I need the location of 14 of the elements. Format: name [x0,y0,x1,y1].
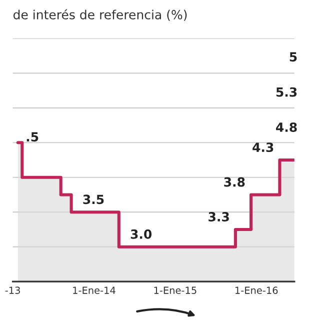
data-label: 3.0 [130,229,152,239]
x-tick-label: -13 [5,286,20,294]
chart-title: de interés de referencia (%) [13,9,187,21]
data-label: 3.8 [224,177,245,187]
x-tick-label: 1-Ene-15 [154,286,196,294]
x-tick-label: 1-Ene-14 [73,286,116,294]
annotation: 5 [290,52,297,62]
data-label: 3.5 [83,194,104,204]
annotation: .5 [26,132,38,142]
annotation: 4.8 [276,122,297,132]
data-label: 4.3 [252,142,274,152]
data-label: 3.3 [208,212,229,222]
annotation: 5.3 [276,87,297,97]
x-tick-label: 1-Ene-16 [236,286,278,294]
